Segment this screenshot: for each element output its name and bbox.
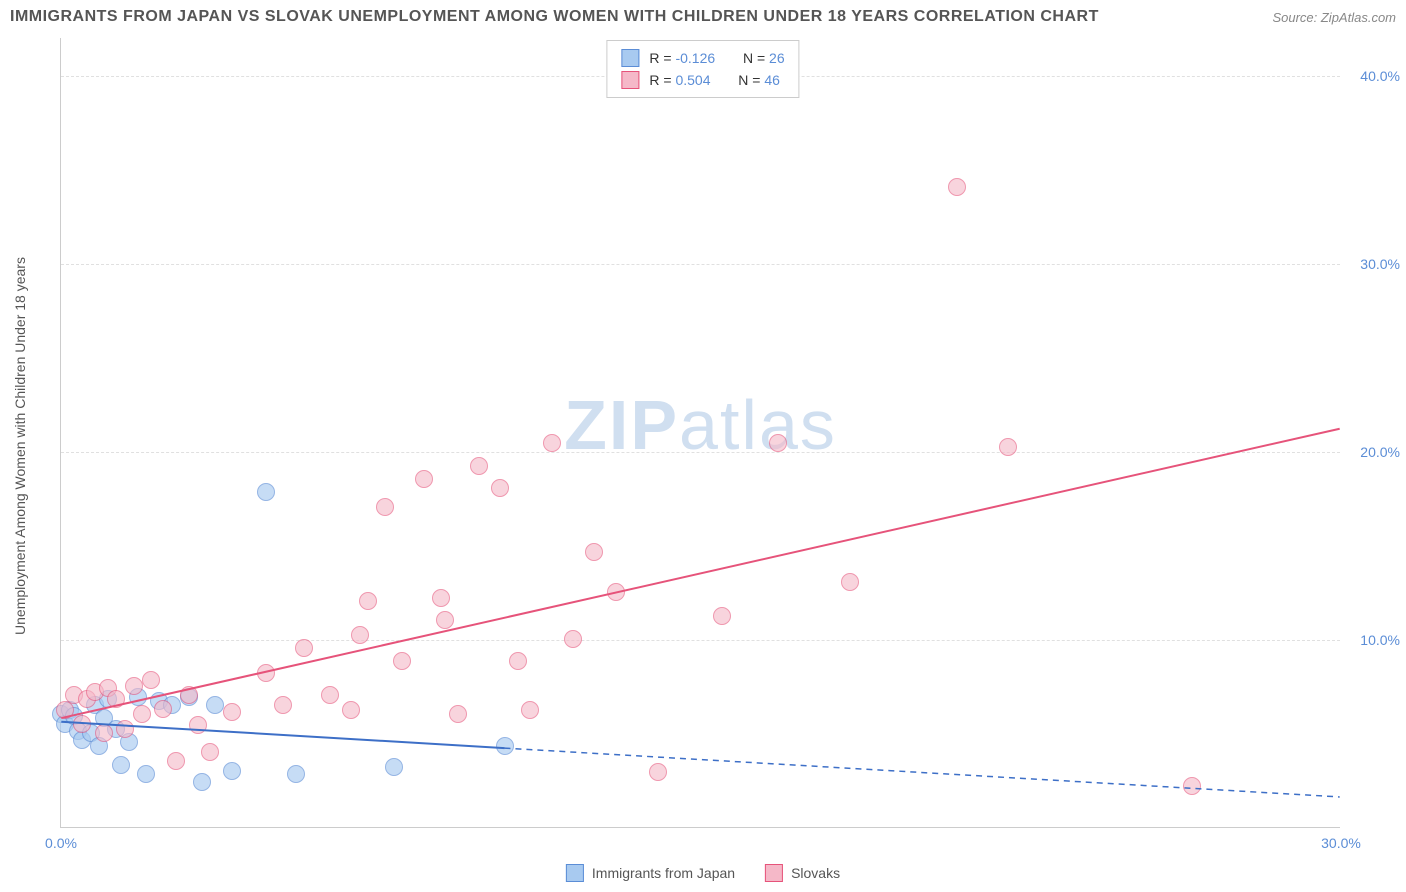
y-axis-label: Unemployment Among Women with Children U… xyxy=(12,257,28,635)
scatter-point-japan xyxy=(257,483,275,501)
scatter-point-japan xyxy=(193,773,211,791)
scatter-point-slovaks xyxy=(1183,777,1201,795)
scatter-point-slovaks xyxy=(585,543,603,561)
scatter-point-slovaks xyxy=(999,438,1017,456)
scatter-point-slovaks xyxy=(274,696,292,714)
source-label: Source: ZipAtlas.com xyxy=(1272,10,1396,25)
trend-line-slovaks xyxy=(61,429,1339,718)
x-tick-label: 30.0% xyxy=(1321,835,1361,851)
chart-plot-area: ZIPatlas 10.0%20.0%30.0%40.0%0.0%30.0% xyxy=(60,38,1340,828)
correlation-legend: R = -0.126 N = 26R = 0.504 N = 46 xyxy=(606,40,799,98)
scatter-point-japan xyxy=(112,756,130,774)
scatter-point-slovaks xyxy=(948,178,966,196)
scatter-point-slovaks xyxy=(436,611,454,629)
scatter-point-slovaks xyxy=(359,592,377,610)
series-legend: Immigrants from Japan Slovaks xyxy=(566,864,840,882)
n-label: N = 26 xyxy=(743,50,785,66)
legend-label: Immigrants from Japan xyxy=(592,865,735,881)
scatter-point-slovaks xyxy=(180,686,198,704)
scatter-point-japan xyxy=(206,696,224,714)
legend-swatch-slovaks xyxy=(621,71,639,89)
scatter-point-slovaks xyxy=(543,434,561,452)
legend-item-japan: Immigrants from Japan xyxy=(566,864,735,882)
scatter-point-slovaks xyxy=(607,583,625,601)
scatter-point-slovaks xyxy=(73,715,91,733)
chart-title: IMMIGRANTS FROM JAPAN VS SLOVAK UNEMPLOY… xyxy=(10,8,1099,26)
legend-swatch-japan xyxy=(621,49,639,67)
scatter-point-japan xyxy=(385,758,403,776)
y-tick-label: 20.0% xyxy=(1345,444,1400,460)
n-label: N = 46 xyxy=(738,72,780,88)
trend-line-dashed-japan xyxy=(504,748,1339,797)
scatter-point-slovaks xyxy=(351,626,369,644)
scatter-point-slovaks xyxy=(841,573,859,591)
scatter-point-slovaks xyxy=(491,479,509,497)
gridline-h xyxy=(61,264,1340,265)
scatter-point-slovaks xyxy=(189,716,207,734)
scatter-point-slovaks xyxy=(649,763,667,781)
scatter-point-slovaks xyxy=(449,705,467,723)
legend-stat-row-slovaks: R = 0.504 N = 46 xyxy=(621,69,784,91)
legend-item-slovaks: Slovaks xyxy=(765,864,840,882)
y-tick-label: 10.0% xyxy=(1345,632,1400,648)
scatter-point-slovaks xyxy=(470,457,488,475)
trend-lines-layer xyxy=(61,38,1340,827)
scatter-point-japan xyxy=(137,765,155,783)
scatter-point-slovaks xyxy=(107,690,125,708)
scatter-point-slovaks xyxy=(509,652,527,670)
scatter-point-slovaks xyxy=(564,630,582,648)
scatter-point-slovaks xyxy=(713,607,731,625)
scatter-point-slovaks xyxy=(154,700,172,718)
legend-swatch-slovaks xyxy=(765,864,783,882)
scatter-point-slovaks xyxy=(133,705,151,723)
legend-swatch-japan xyxy=(566,864,584,882)
scatter-point-japan xyxy=(287,765,305,783)
y-tick-label: 30.0% xyxy=(1345,256,1400,272)
scatter-point-slovaks xyxy=(167,752,185,770)
scatter-point-slovaks xyxy=(95,724,113,742)
scatter-point-slovaks xyxy=(223,703,241,721)
x-tick-label: 0.0% xyxy=(45,835,77,851)
scatter-point-slovaks xyxy=(321,686,339,704)
scatter-point-slovaks xyxy=(432,589,450,607)
gridline-h xyxy=(61,640,1340,641)
r-label: R = -0.126 xyxy=(649,50,715,66)
scatter-point-slovaks xyxy=(125,677,143,695)
r-label: R = 0.504 xyxy=(649,72,710,88)
scatter-point-slovaks xyxy=(201,743,219,761)
scatter-point-japan xyxy=(223,762,241,780)
scatter-point-slovaks xyxy=(257,664,275,682)
scatter-point-slovaks xyxy=(393,652,411,670)
legend-stat-row-japan: R = -0.126 N = 26 xyxy=(621,47,784,69)
scatter-point-slovaks xyxy=(415,470,433,488)
scatter-point-slovaks xyxy=(769,434,787,452)
scatter-point-slovaks xyxy=(342,701,360,719)
scatter-point-slovaks xyxy=(376,498,394,516)
scatter-point-slovaks xyxy=(116,720,134,738)
y-tick-label: 40.0% xyxy=(1345,68,1400,84)
scatter-point-slovaks xyxy=(295,639,313,657)
gridline-h xyxy=(61,452,1340,453)
scatter-point-slovaks xyxy=(521,701,539,719)
scatter-point-slovaks xyxy=(142,671,160,689)
legend-label: Slovaks xyxy=(791,865,840,881)
scatter-point-japan xyxy=(496,737,514,755)
